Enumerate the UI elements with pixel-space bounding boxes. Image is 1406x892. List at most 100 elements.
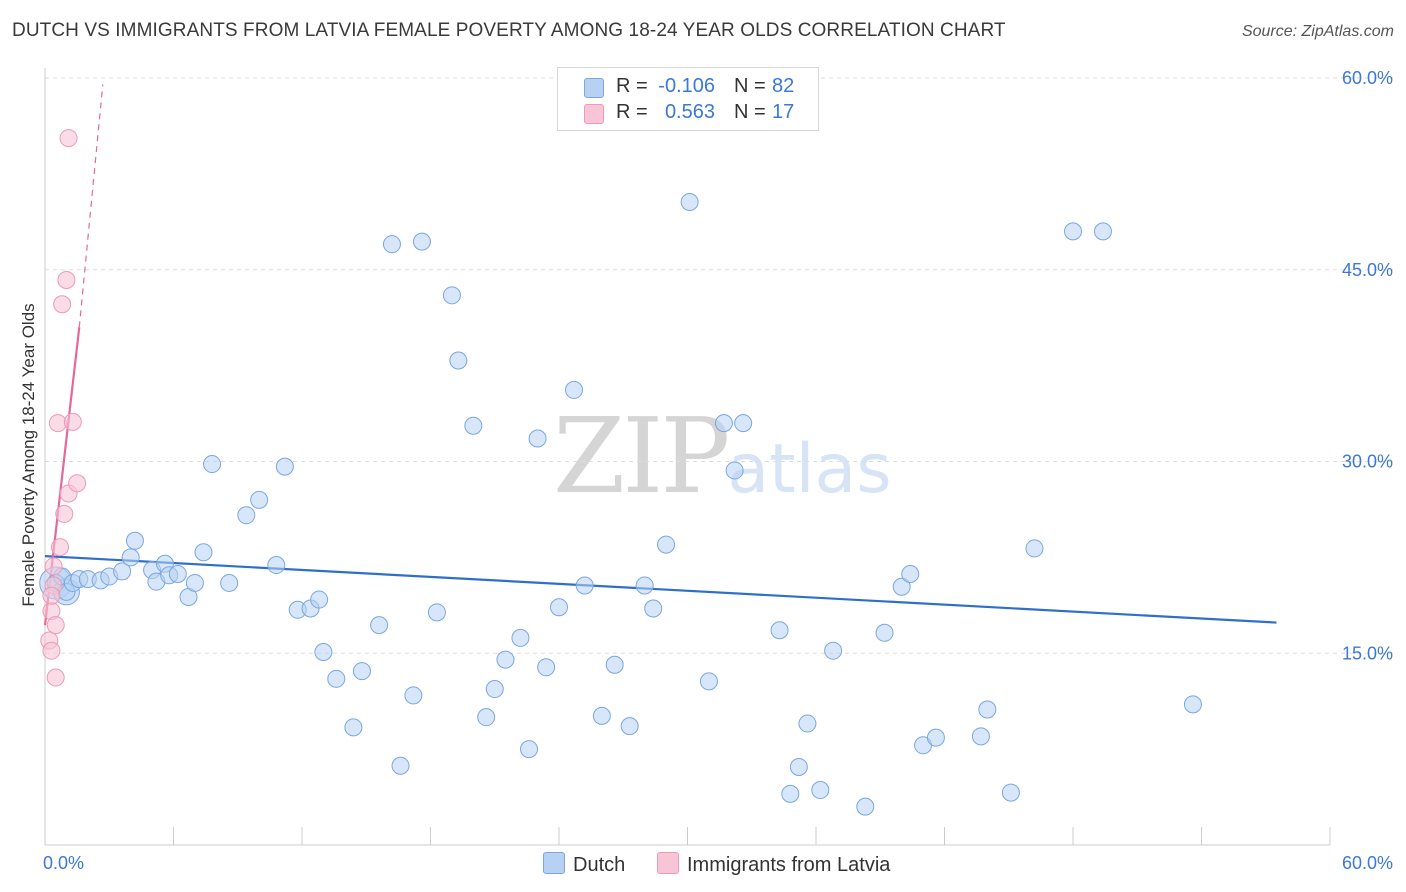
source-label: Source: ZipAtlas.com bbox=[1241, 23, 1394, 40]
dutch-point bbox=[442, 286, 461, 305]
dutch-point bbox=[564, 380, 583, 399]
dutch-point bbox=[220, 573, 239, 592]
dutch-point bbox=[1064, 222, 1082, 241]
x-tick-label: 0.0% bbox=[43, 853, 84, 873]
latvia-point bbox=[53, 295, 72, 314]
dutch-point bbox=[352, 662, 371, 681]
latvia-point bbox=[63, 412, 82, 431]
dutch-point bbox=[528, 429, 547, 448]
y-tick-label: 15.0% bbox=[1342, 643, 1393, 663]
watermark-zip: ZIP bbox=[553, 395, 730, 517]
dutch-point bbox=[811, 781, 830, 800]
latvia-point bbox=[48, 414, 67, 433]
dutch-point bbox=[1001, 783, 1020, 802]
dutch-point bbox=[856, 797, 875, 816]
dutch-point bbox=[1025, 539, 1044, 558]
dutch-point bbox=[789, 758, 808, 777]
dutch-point bbox=[537, 658, 556, 677]
dutch-point bbox=[275, 457, 294, 476]
dutch-point bbox=[121, 548, 140, 567]
y-tick-label: 45.0% bbox=[1342, 260, 1393, 280]
dutch-point bbox=[404, 686, 423, 705]
dutch-point bbox=[427, 603, 446, 622]
dutch-point bbox=[237, 506, 256, 525]
dutch-swatch bbox=[584, 78, 604, 98]
latvia-trend-extension bbox=[78, 84, 104, 328]
dutch-point bbox=[875, 623, 894, 642]
dutch-point bbox=[926, 728, 945, 747]
dutch-point bbox=[382, 235, 401, 254]
legend-n-label: N = bbox=[734, 101, 766, 123]
dutch-point bbox=[464, 416, 483, 435]
legend-n-value: 17 bbox=[772, 101, 795, 123]
y-axis-label: Female Poverty Among 18-24 Year Olds bbox=[19, 303, 38, 606]
dutch-point bbox=[725, 461, 744, 480]
dutch-point bbox=[113, 562, 132, 581]
latvia-point bbox=[46, 668, 65, 687]
latvia-point bbox=[50, 538, 69, 557]
legend-n-value: 82 bbox=[772, 75, 795, 97]
dutch-point bbox=[477, 708, 496, 727]
dutch-point bbox=[520, 740, 539, 759]
dutch-point bbox=[370, 616, 389, 635]
latvia-point bbox=[57, 270, 76, 289]
dutch-point bbox=[391, 756, 410, 775]
dutch-point bbox=[699, 672, 718, 691]
dutch-point bbox=[620, 717, 639, 736]
dutch-point bbox=[511, 628, 530, 647]
dutch-point bbox=[203, 455, 222, 474]
x-tick-label: 60.0% bbox=[1342, 853, 1393, 873]
legend-r-value: -0.106 bbox=[658, 75, 715, 97]
dutch-point bbox=[168, 564, 187, 583]
latvia-point bbox=[68, 474, 87, 493]
dutch-point bbox=[185, 573, 204, 592]
dutch-point bbox=[344, 718, 363, 737]
dutch-point bbox=[781, 784, 800, 803]
axes bbox=[44, 68, 1331, 846]
dutch-point bbox=[680, 192, 699, 211]
legend-r-label: R = bbox=[616, 75, 648, 97]
dutch-point bbox=[550, 598, 568, 617]
dutch-point bbox=[734, 414, 753, 433]
dutch-point bbox=[901, 564, 920, 583]
latvia-point bbox=[46, 616, 65, 635]
dutch-point bbox=[314, 642, 333, 661]
dutch-point bbox=[327, 669, 346, 688]
correlation-legend: R = -0.106 N = 82 R = 0.563 N = 17 bbox=[557, 67, 819, 131]
tick-labels: 15.0% 30.0% 45.0% 60.0% 0.0% 60.0% Female Pove… bbox=[19, 68, 1393, 873]
dutch-point bbox=[250, 490, 269, 509]
bottom-legend-dutch: Dutch bbox=[543, 852, 625, 877]
watermark-atlas: atlas bbox=[727, 430, 892, 509]
legend-r-value: 0.563 bbox=[664, 101, 715, 123]
dutch-point bbox=[978, 700, 997, 719]
dutch-point bbox=[798, 714, 817, 733]
watermark: ZIPatlas bbox=[553, 395, 892, 517]
latvia-point bbox=[59, 129, 78, 148]
dutch-point bbox=[412, 232, 431, 251]
dutch-point bbox=[592, 706, 611, 725]
dutch-point bbox=[971, 727, 990, 746]
latvia-point bbox=[44, 557, 63, 576]
dutch-point bbox=[194, 543, 213, 562]
dutch-legend-swatch bbox=[543, 852, 565, 874]
dutch-point bbox=[714, 414, 733, 433]
chart-title: DUTCH VS IMMIGRANTS FROM LATVIA FEMALE P… bbox=[12, 20, 1006, 41]
dutch-point bbox=[770, 621, 789, 640]
latvia-legend-swatch bbox=[657, 852, 679, 874]
dutch-point bbox=[644, 599, 663, 618]
dutch-point bbox=[1093, 222, 1112, 241]
dutch-point bbox=[657, 535, 676, 554]
dutch-legend-label: Dutch bbox=[573, 854, 626, 876]
latvia-point bbox=[42, 641, 61, 660]
latvia-legend-label: Immigrants from Latvia bbox=[687, 854, 891, 876]
dutch-point bbox=[605, 655, 624, 674]
bottom-legend-latvia: Immigrants from Latvia bbox=[657, 852, 890, 877]
latvia-point bbox=[42, 586, 61, 605]
dutch-point bbox=[310, 590, 329, 609]
legend-r-label: R = bbox=[616, 101, 648, 123]
dutch-point bbox=[125, 531, 144, 550]
dutch-point bbox=[575, 576, 594, 595]
dutch-point bbox=[635, 576, 654, 595]
dutch-point bbox=[1183, 695, 1202, 714]
